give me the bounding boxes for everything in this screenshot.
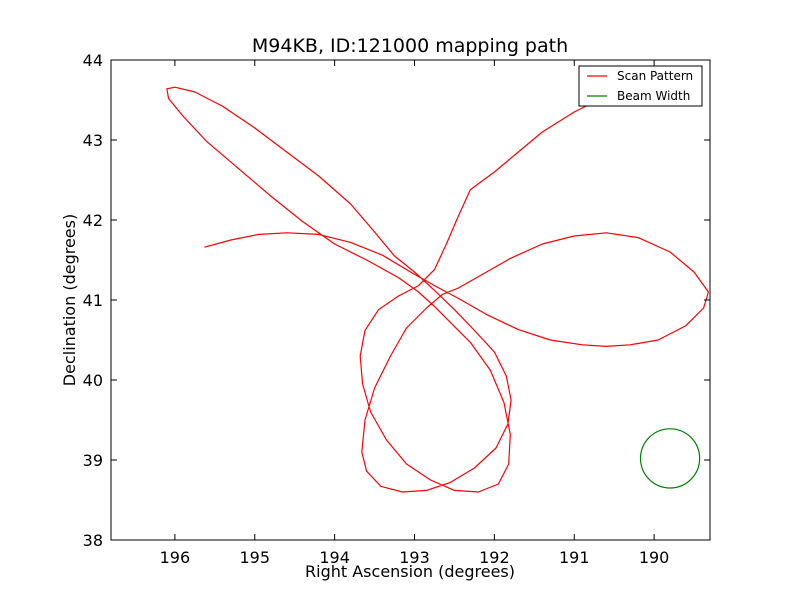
legend: Scan Pattern Beam Width [578,65,703,107]
scan-pattern-line [166,86,710,493]
x-tick-label: 190 [639,548,670,567]
y-tick-label: 40 [83,371,103,390]
y-tick-label: 44 [83,51,103,70]
y-tick-label: 41 [83,291,103,310]
x-tick-label: 194 [319,548,350,567]
legend-label: Beam Width [617,89,690,103]
y-tick-label: 43 [83,131,103,150]
legend-box [578,65,703,107]
x-tick-label: 196 [160,548,191,567]
chart-title: M94KB, ID:121000 mapping path [252,35,568,57]
y-tick-label: 42 [83,211,103,230]
beam-width-circle [639,428,701,489]
y-axis-label: Declination (degrees) [60,214,79,386]
x-axis-label: Right Ascension (degrees) [305,562,515,581]
x-tick-label: 191 [559,548,590,567]
legend-label: Scan Pattern [617,69,693,83]
y-tick-label: 38 [83,531,103,550]
x-tick-label: 195 [239,548,270,567]
y-tick-label: 39 [83,451,103,470]
x-tick-label: 192 [479,548,510,567]
x-tick-label: 193 [399,548,430,567]
plot-area [166,86,710,493]
